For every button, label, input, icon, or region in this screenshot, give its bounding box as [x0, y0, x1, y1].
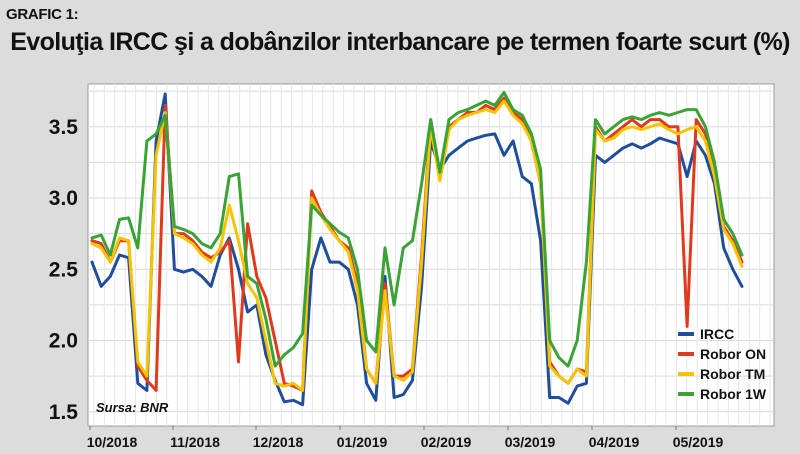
- chart-title: Evoluţia IRCC şi a dobânzilor interbanca…: [10, 28, 790, 56]
- x-tick-label: 02/2019: [421, 434, 472, 450]
- series-line-robor-tm: [90, 99, 744, 392]
- y-tick-label: 2.0: [49, 330, 78, 353]
- x-tick-label: 01/2019: [337, 434, 388, 450]
- y-tick-label: 3.0: [49, 187, 78, 210]
- source-note: Sursa: BNR: [96, 400, 169, 415]
- legend-label-robor-1w: Robor 1W: [700, 386, 767, 402]
- legend-label-robor-on: Robor ON: [700, 346, 766, 362]
- x-tick-label: 11/2018: [170, 434, 220, 450]
- x-tick-label: 12/2018: [253, 434, 304, 450]
- x-tick-label: 10/2018: [87, 434, 138, 450]
- y-tick-label: 2.5: [49, 258, 79, 281]
- y-tick-label: 3.5: [49, 116, 79, 139]
- x-tick-label: 05/2019: [673, 434, 724, 450]
- series-line-robor-1w: [90, 91, 744, 368]
- figure-badge: GRAFIC 1:: [6, 6, 79, 23]
- legend-label-ircc: IRCC: [700, 326, 734, 342]
- y-tick-label: 1.5: [49, 401, 79, 424]
- x-tick-label: 03/2019: [505, 434, 556, 450]
- legend-label-robor-tm: Robor TM: [700, 366, 765, 382]
- x-tick-label: 04/2019: [589, 434, 640, 450]
